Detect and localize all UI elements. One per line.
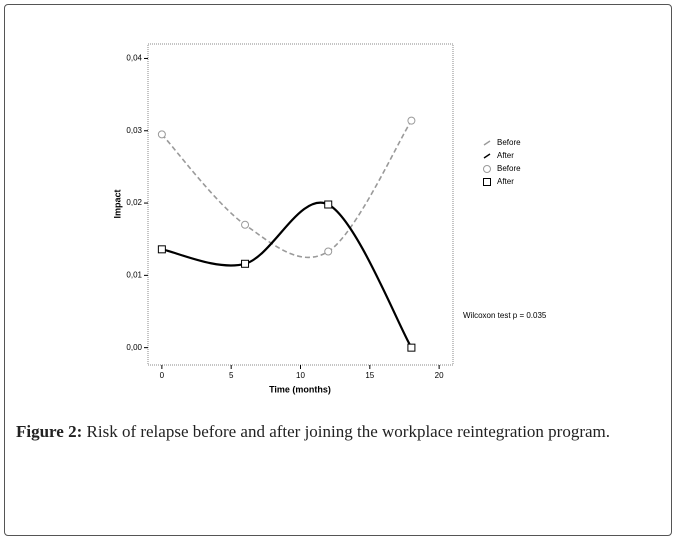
data-point [241,259,250,268]
caption-text: Risk of relapse before and after joining… [86,422,611,441]
x-tick-label: 20 [435,371,444,380]
data-point [157,245,166,254]
figure-frame [4,4,672,536]
series-line [161,120,413,259]
x-tick-label: 10 [296,371,305,380]
legend-marker [483,165,491,173]
x-tick-label: 5 [229,371,234,380]
legend-label: After [497,177,514,186]
legend-line [483,153,491,159]
legend-label: Before [497,138,521,147]
caption: Figure 2: Risk of relapse before and aft… [16,418,664,446]
caption-label: Figure 2: [16,422,83,441]
data-point [407,116,416,125]
data-point [324,200,333,209]
y-tick-label: 0,04 [126,54,142,63]
x-tick-label: 0 [160,371,165,380]
data-point [324,247,333,256]
plot-frame [147,43,454,366]
data-point [407,343,416,352]
x-axis-label: Time (months) [269,384,331,394]
y-tick-label: 0,02 [126,198,142,207]
series-line [161,201,413,349]
x-tick-label: 15 [365,371,374,380]
data-point [241,220,250,229]
chart: Time (months) Impact Wilcoxon test p = 0… [112,43,547,394]
legend-marker [483,178,491,186]
data-point [157,130,166,139]
annotation: Wilcoxon test p = 0.035 [463,311,547,320]
legend-label: After [497,151,514,160]
legend-label: Before [497,164,521,173]
y-tick-label: 0,03 [126,126,142,135]
y-tick-label: 0,00 [126,343,142,352]
legend-line [483,140,491,146]
y-axis-label: Impact [112,189,122,218]
y-tick-label: 0,01 [126,270,142,279]
